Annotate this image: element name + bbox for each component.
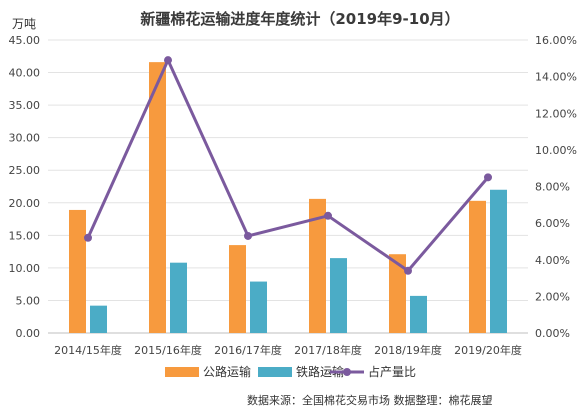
- x-axis-tick-label: 2018/19年度: [374, 343, 442, 357]
- bar-rail: [330, 258, 347, 333]
- ratio-line-point: [244, 231, 252, 240]
- bar-road: [69, 209, 86, 333]
- left-axis-tick-label: 25.00: [9, 164, 41, 177]
- left-axis-tick-label: 15.00: [9, 229, 41, 242]
- ratio-line: [84, 56, 492, 275]
- left-axis-tick-label: 35.00: [9, 99, 41, 112]
- y-axis-unit-label: 万吨: [12, 17, 36, 31]
- right-axis-tick-label: 4.00%: [535, 254, 570, 267]
- bars: [69, 62, 507, 333]
- bar-rail: [490, 189, 507, 333]
- left-axis-tick-label: 20.00: [9, 197, 41, 210]
- legend-swatch: [165, 367, 199, 377]
- x-axis-ticks: 2014/15年度 2015/16年度 2016/17年度 2017/18年度 2018…: [54, 343, 522, 357]
- ratio-line-point: [404, 266, 412, 275]
- x-axis-tick-label: 2019/20年度: [454, 343, 522, 357]
- bar-rail: [170, 262, 187, 333]
- left-axis-tick-label: 0.00: [16, 327, 41, 340]
- right-axis-tick-label: 0.00%: [535, 327, 570, 340]
- ratio-line-point: [164, 56, 172, 65]
- right-axis-tick-label: 6.00%: [535, 217, 570, 230]
- right-axis-tick-label: 8.00%: [535, 181, 570, 194]
- right-axis-tick-label: 14.00%: [535, 71, 577, 84]
- legend-label: 占产量比: [368, 364, 416, 379]
- left-axis-tick-label: 30.00: [9, 132, 41, 145]
- left-axis-tick-label: 45.00: [9, 34, 41, 47]
- bar-rail: [250, 281, 267, 333]
- left-axis-tick-label: 5.00: [16, 294, 41, 307]
- bar-road: [229, 245, 246, 333]
- bar-road: [389, 254, 406, 333]
- right-axis-tick-label: 12.00%: [535, 107, 577, 120]
- ratio-line-path: [86, 58, 490, 273]
- legend-label: 铁路运输: [296, 364, 344, 379]
- ratio-line-point: [324, 211, 332, 220]
- ratio-line-point: [84, 233, 92, 242]
- left-axis-tick-label: 40.00: [9, 67, 41, 80]
- bar-rail: [410, 295, 427, 333]
- legend-marker: [343, 368, 351, 376]
- data-source-note: 数据来源：全国棉花交易市场 数据整理：棉花展望: [247, 393, 493, 407]
- left-axis-ticks: 0.00 5.00 10.00 15.00 20.00 25.00 30.00 35.00 40…: [9, 34, 41, 340]
- right-axis-tick-label: 16.00%: [535, 34, 577, 47]
- legend-label: 公路运输: [203, 364, 251, 379]
- right-axis-ticks: 0.00% 2.00% 4.00% 6.00% 8.00% 10.00% 12.00% 14.…: [535, 34, 577, 340]
- x-axis-tick-label: 2015/16年度: [134, 343, 202, 357]
- right-axis-tick-label: 10.00%: [535, 144, 577, 157]
- x-axis-tick-label: 2016/17年度: [214, 343, 282, 357]
- right-axis-tick-label: 2.00%: [535, 290, 570, 303]
- left-axis-tick-label: 10.00: [9, 262, 41, 275]
- bar-road: [469, 200, 486, 333]
- x-axis-tick-label: 2017/18年度: [294, 343, 362, 357]
- legend-swatch: [258, 367, 292, 377]
- legend: 公路运输 铁路运输 占产量比: [165, 364, 416, 379]
- x-axis-tick-label: 2014/15年度: [54, 343, 122, 357]
- bar-rail: [90, 305, 107, 333]
- chart-title: 新疆棉花运输进度年度统计（2019年9-10月）: [140, 10, 459, 28]
- bar-road: [149, 62, 166, 333]
- bar-road: [309, 198, 326, 333]
- gridlines: [48, 39, 528, 334]
- ratio-line-point: [484, 173, 492, 182]
